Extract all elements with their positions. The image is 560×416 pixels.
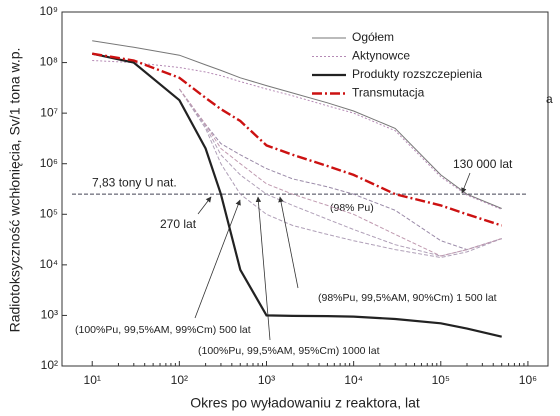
x-tick-label: 10¹ [84,373,101,387]
y-tick-label: 10⁴ [39,257,58,271]
x-tick-label: 10⁴ [344,373,363,387]
scenario-line [178,88,502,259]
y-tick-label: 10⁹ [40,4,59,18]
y-tick-label: 10³ [41,308,58,322]
x-tick-label: 10² [171,373,188,387]
x-tick-label: 10³ [258,373,275,387]
scenario-label: (98%Pu, 99,5%AM, 90%Cm) 1 500 lat [318,292,497,304]
scenario-label: (100%Pu, 99,5%AM, 95%Cm) 1000 lat [198,345,380,357]
annotation: 270 lat [160,217,197,231]
y-tick-label: 10⁸ [40,55,58,69]
scenario-line [178,88,502,251]
series-line [91,52,502,338]
x-axis-title: Okres po wyładowaniu z reaktora, lat [190,395,420,411]
annotation-arrow [278,196,299,289]
scenario-label: (98% Pu) [330,202,374,214]
series-line [92,52,503,227]
x-tick-label: 10⁶ [519,373,537,387]
annotation-arrow [194,199,241,319]
annotation: 130 000 lat [453,157,513,171]
y-tick-label: 10⁵ [40,206,58,220]
plot-frame [61,11,549,367]
y-tick-label: 10⁶ [40,156,58,170]
scenario-label: (100%Pu, 99,5%AM, 99%Cm) 500 lat [75,324,251,336]
legend-label: Aktynowce [352,49,410,63]
y-tick-label: 10² [41,358,58,372]
reference-label: 7,83 tony U nat. [92,175,177,189]
legend-label: Transmutacja [352,86,425,100]
x-tick-label: 10⁵ [432,373,450,387]
annotation-arrow [461,172,471,194]
series-line [92,40,502,209]
y-axis-title: Radiotoksyczność wchłonięcia, Sv/1 tona … [7,48,23,333]
scenario-line [178,88,502,257]
annotation: a [546,92,553,106]
annotation-arrow [197,196,212,215]
scenario-line [178,88,502,257]
legend-label: Produkty rozszczepienia [352,67,482,81]
annotation-arrow [255,196,271,341]
y-tick-label: 10⁷ [40,105,58,119]
legend-label: Ogółem [352,30,394,44]
